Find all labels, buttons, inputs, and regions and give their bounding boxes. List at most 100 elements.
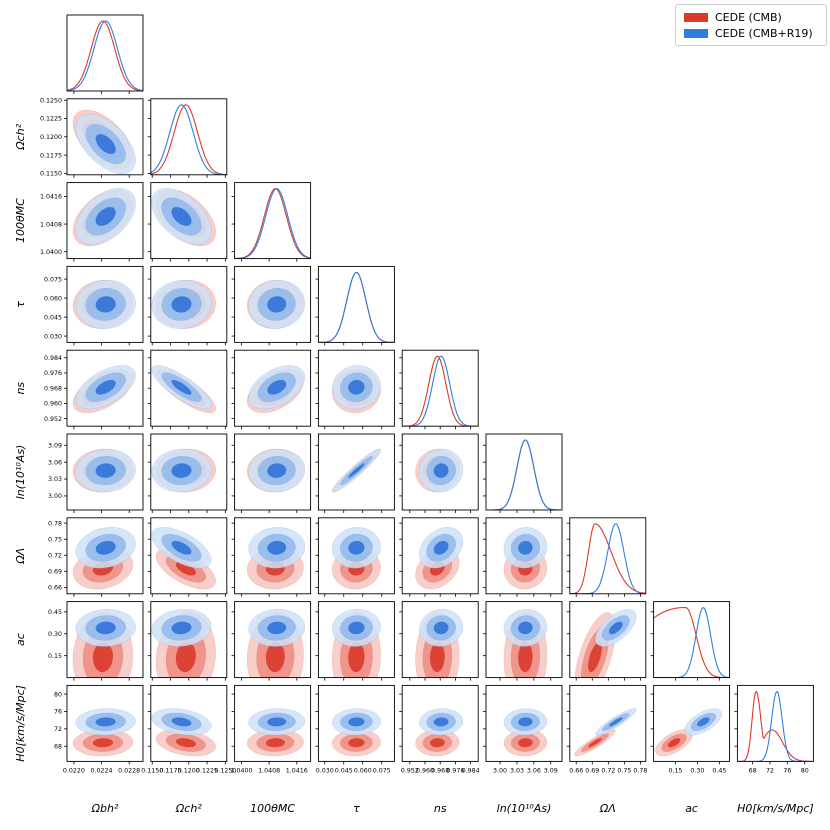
x-tick-label: 0.1225	[196, 767, 218, 774]
x-tick-label: 68	[749, 767, 757, 774]
panel-content	[67, 20, 143, 91]
panel-7-0: 0.15 0.30 0.45	[48, 601, 144, 681]
marginal-cmb_r19-7	[653, 607, 730, 678]
legend: CEDE (CMB) CEDE (CMB+R19)	[675, 4, 827, 46]
panel-frame	[653, 684, 731, 762]
panel-content	[151, 365, 216, 414]
panel-content	[72, 527, 136, 590]
x-tick-label: 0.1250	[214, 767, 236, 774]
contour-cmb_r19-1sigma	[95, 379, 116, 395]
y-tick-label: 0.060	[44, 295, 62, 302]
y-tick-label: 0.72	[48, 552, 62, 559]
panel-8-3: 0.030 0.045 0.060 0.075	[315, 684, 395, 774]
panel-0-0	[66, 14, 144, 94]
panel-5-5	[483, 433, 563, 513]
x-tick-label: 0.030	[316, 767, 334, 774]
legend-label-cmb: CEDE (CMB)	[715, 10, 782, 24]
legend-item-cmb-r19: CEDE (CMB+R19)	[684, 26, 813, 40]
panel-content	[151, 188, 216, 247]
panel-2-1	[147, 182, 228, 262]
x-tick-label: 0.984	[462, 767, 480, 774]
panel-frame	[317, 601, 395, 679]
panel-frame	[66, 14, 144, 92]
panel-8-6: 0.66 0.69 0.72 0.75 0.78	[566, 684, 647, 774]
contour-cmb_r19-1sigma	[95, 296, 116, 313]
panel-frame	[66, 433, 144, 511]
panel-8-7: 0.15 0.30 0.45	[650, 684, 731, 774]
x-tick-label: 0.045	[335, 767, 353, 774]
marginal-cmb-4	[402, 355, 479, 427]
panel-7-4	[399, 601, 479, 681]
contour-cmb-1sigma	[667, 738, 681, 748]
y-axis-label-6: ΩΛ	[14, 548, 27, 565]
contour-cmb_r19-1sigma	[433, 540, 449, 555]
contour-cmb_r19-1sigma	[95, 717, 116, 727]
x-tick-label: 0.30	[690, 767, 704, 774]
contour-cmb_r19-1sigma	[433, 717, 449, 727]
x-axis-label-7: ac	[685, 802, 698, 815]
marginal-cmb-0	[67, 20, 143, 91]
panel-4-4	[399, 349, 479, 430]
y-tick-label: 0.960	[44, 401, 62, 408]
panel-content	[415, 448, 464, 493]
contour-cmb_r19-1sigma	[348, 463, 365, 478]
contour-cmb_r19-1sigma	[608, 717, 623, 727]
panel-frame	[569, 684, 647, 762]
panel-content	[332, 609, 381, 678]
panel-frame	[66, 182, 144, 260]
contour-cmb_r19-1sigma	[95, 134, 116, 155]
contour-cmb_r19-1sigma	[433, 621, 449, 635]
x-tick-label: 0.15	[669, 767, 683, 774]
y-tick-label: 0.45	[48, 609, 62, 616]
panel-content	[574, 708, 637, 757]
y-tick-label: 0.976	[44, 370, 62, 377]
y-tick-label: 0.1250	[40, 97, 62, 104]
x-tick-label: 0.78	[633, 767, 647, 774]
panel-content	[72, 280, 136, 329]
y-tick-label: 1.0416	[40, 194, 62, 201]
panel-content	[503, 708, 548, 757]
panel-content	[151, 527, 216, 590]
y-tick-label: 0.045	[44, 314, 62, 321]
x-axis-label-2: 100θMC	[250, 802, 295, 815]
x-tick-label: 0.0220	[63, 767, 85, 774]
panel-content	[332, 448, 381, 493]
x-tick-label: 0.960	[416, 767, 434, 774]
panel-4-2	[231, 349, 312, 430]
x-axis-label-5: ln(10¹⁰As)	[497, 802, 552, 815]
panel-6-3	[315, 517, 395, 597]
contour-cmb_r19-1sigma	[171, 540, 192, 555]
panel-content	[247, 708, 306, 757]
y-tick-label: 80	[54, 691, 62, 698]
panel-frame	[485, 433, 563, 511]
panel-5-1	[147, 433, 228, 513]
panel-6-6	[566, 517, 647, 597]
panel-content	[503, 527, 548, 590]
contour-cmb-1sigma	[265, 738, 285, 748]
panel-7-6	[566, 601, 647, 681]
x-tick-label: 76	[783, 767, 791, 774]
y-tick-label: 3.03	[48, 476, 62, 483]
panel-content	[247, 365, 306, 413]
marginal-cmb-7	[653, 607, 730, 678]
marginal-cmb-8	[737, 690, 814, 762]
x-axis-label-6: ΩΛ	[599, 802, 616, 815]
panel-frame	[234, 265, 312, 343]
panel-frame	[736, 684, 814, 762]
panel-frame	[485, 517, 563, 595]
x-tick-label: 0.1175	[160, 767, 182, 774]
x-tick-label: 0.66	[569, 767, 583, 774]
contour-cmb_r19-1sigma	[518, 621, 533, 635]
y-axis-label-4: ns	[14, 382, 27, 395]
contour-cmb_r19-1sigma	[608, 621, 623, 635]
panel-7-2	[231, 601, 312, 681]
y-tick-label: 0.75	[48, 536, 62, 543]
panel-content	[332, 365, 381, 413]
panel-frame	[234, 601, 312, 679]
panel-5-2	[231, 433, 312, 513]
contour-cmb-1sigma	[587, 738, 602, 748]
panel-2-0: 1.0400 1.0408 1.0416	[40, 182, 144, 262]
panel-content	[72, 188, 136, 247]
contour-cmb-1sigma	[92, 738, 114, 748]
